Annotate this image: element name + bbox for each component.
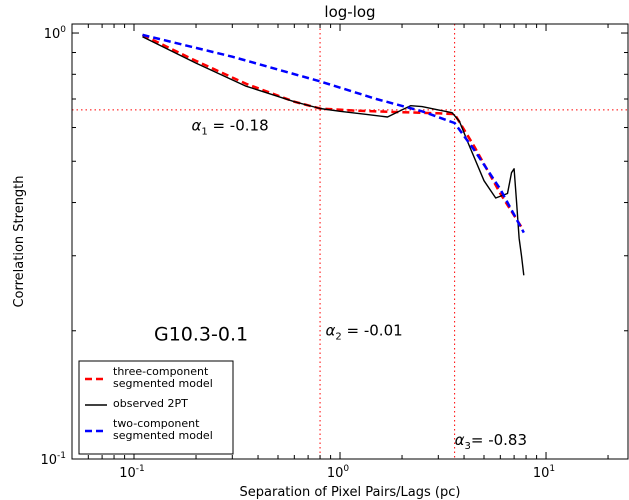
- x-tick-label-1: 10-1: [119, 464, 145, 481]
- x-tick-label-3: 101: [533, 464, 555, 481]
- y-axis-label: Correlation Strength: [12, 175, 27, 307]
- y-tick-label-1: 10-1: [40, 451, 66, 468]
- legend-label-3-2: segmented model: [113, 429, 213, 442]
- plot-frame: [71, 23, 629, 460]
- x-axis-label: Separation of Pixel Pairs/Lags (pc): [240, 485, 461, 500]
- y-tick-label-2: 100: [44, 25, 67, 42]
- alpha-annotation-3: α3= -0.83: [455, 431, 527, 452]
- legend-label-2-1: observed 2PT: [113, 397, 188, 410]
- legend-label-3-1: two-component: [113, 417, 200, 430]
- series-line-3: [142, 33, 525, 234]
- region-name-label: G10.3-0.1: [154, 323, 248, 345]
- x-tick-label-2: 100: [327, 464, 350, 481]
- series-line-2: [142, 36, 525, 276]
- legend-label-1-2: segmented model: [113, 377, 213, 390]
- alpha-annotation-1: α1 = -0.18: [191, 117, 268, 138]
- legend-box: [78, 360, 234, 455]
- alpha-annotation-2: α2 = -0.01: [325, 321, 402, 342]
- legend-label-1-1: three-component: [113, 365, 209, 378]
- chart-title: log-log: [324, 3, 375, 21]
